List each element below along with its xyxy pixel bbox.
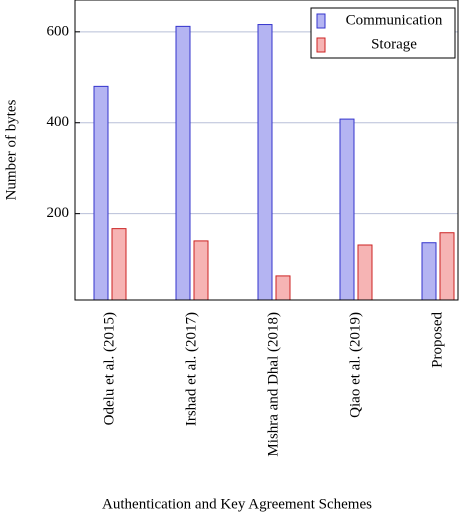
plot-frame [74, 0, 459, 301]
legend-box [310, 7, 456, 59]
x-tick-label: Mishra and Dhal (2018) [265, 312, 281, 457]
bar [257, 24, 273, 301]
x-label-group: Irshad et al. (2017) [183, 312, 199, 426]
y-tick-label: 200 [47, 205, 70, 221]
x-label-group: Mishra and Dhal (2018) [265, 312, 281, 457]
bar [175, 25, 191, 301]
bar [439, 232, 455, 301]
legend-label: Storage [371, 36, 417, 52]
y-tick-label: 600 [47, 23, 70, 39]
x-axis-label: Authentication and Key Agreement Schemes [102, 496, 372, 512]
bar [275, 275, 291, 301]
y-tick-label: 400 [47, 114, 70, 130]
x-tick-label: Odelu et al. (2015) [101, 312, 117, 425]
x-label-group: Qiao et al. (2019) [347, 312, 363, 418]
bar [421, 242, 437, 301]
x-label-group: Odelu et al. (2015) [101, 312, 117, 425]
bar [193, 240, 209, 301]
bar [357, 244, 373, 301]
x-label-group: Proposed [429, 312, 445, 368]
bar [93, 85, 109, 301]
y-axis-label: Number of bytes [3, 99, 19, 200]
bar [339, 118, 355, 301]
x-tick-label: Qiao et al. (2019) [347, 312, 363, 418]
legend-swatch [316, 37, 326, 53]
x-tick-label: Irshad et al. (2017) [183, 312, 199, 426]
bar [111, 228, 127, 301]
legend-label: Communication [346, 12, 443, 28]
x-tick-label: Proposed [429, 312, 445, 368]
legend-swatch [316, 13, 326, 29]
